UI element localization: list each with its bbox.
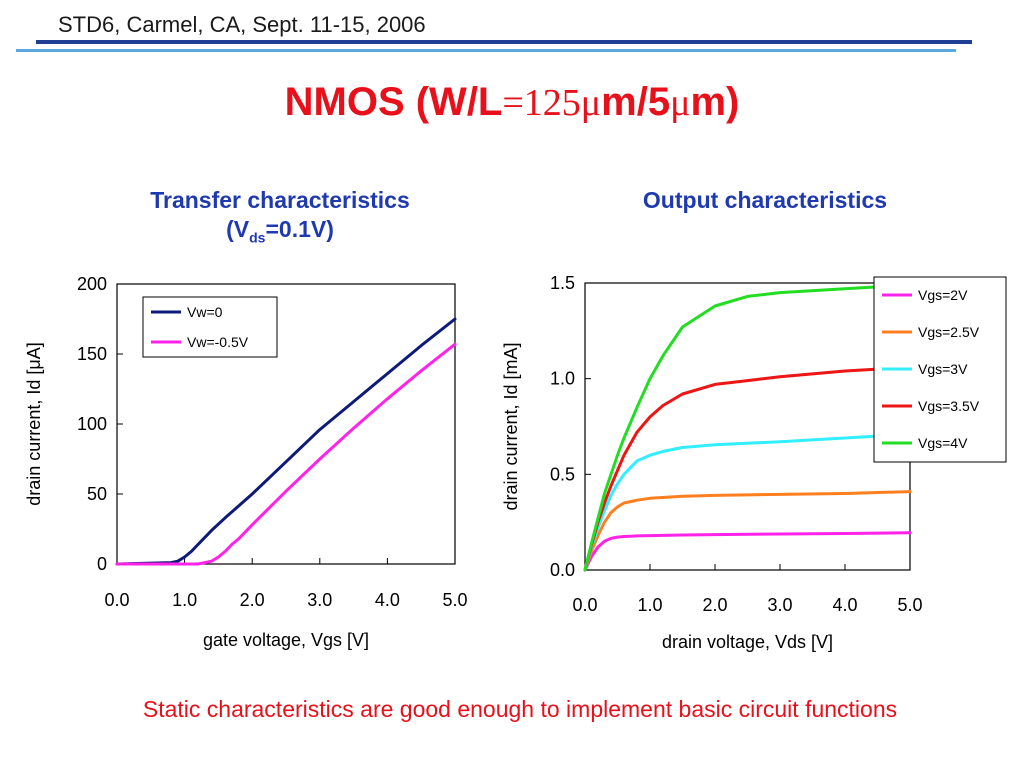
conference-header: STD6, Carmel, CA, Sept. 11-15, 2006 (58, 12, 426, 37)
legend-label: Vgs=3.5V (918, 398, 980, 414)
x-axis-label: drain voltage, Vds [V] (662, 632, 833, 652)
x-tick-label: 4.0 (832, 595, 857, 615)
x-tick-label: 0.0 (104, 590, 129, 610)
header-rule-light (16, 49, 956, 52)
y-tick-label: 150 (77, 344, 107, 364)
series-line-vgs-4v (583, 283, 912, 572)
subtitle-close: =0.1V) (265, 216, 334, 242)
y-tick-label: 0.5 (550, 464, 575, 484)
series-line-vgs-2v (583, 531, 912, 572)
legend-label: Vgs=4V (918, 435, 968, 451)
x-tick-label: 5.0 (897, 595, 922, 615)
series-line-vgs-2-5v (583, 490, 912, 572)
title-mid: m/5 (601, 80, 671, 124)
title-main: NMOS (W/L (284, 80, 503, 124)
x-tick-label: 1.0 (172, 590, 197, 610)
y-tick-label: 0.0 (550, 560, 575, 580)
transfer-chart-title: Transfer characteristics (Vds=0.1V) (100, 186, 460, 253)
footer-note: Static characteristics are good enough t… (142, 696, 898, 722)
series-line-vw-0-5v (115, 342, 457, 566)
title-end: m) (690, 80, 740, 124)
y-axis-label: drain current, Id [mA] (501, 342, 521, 510)
y-tick-label: 1.0 (550, 369, 575, 389)
legend-label: Vw=0 (187, 304, 223, 320)
series-line-vw-0 (115, 317, 457, 566)
y-axis-label: drain current, Id [μA] (24, 342, 44, 505)
plot-frame (584, 282, 911, 571)
subtitle-open: (V (226, 216, 250, 242)
x-tick-label: 1.0 (637, 595, 662, 615)
title-eq: =125 (502, 82, 581, 124)
output-chart-title: Output characteristics (642, 187, 888, 213)
slide-title: NMOS (W/L=125μm/5μm) (0, 80, 1024, 125)
title-mu-2: μ (670, 82, 691, 124)
series-line-vgs-3v (583, 432, 912, 572)
subtitle-sub: ds (249, 229, 266, 246)
series-line-vgs-3-5v (583, 365, 912, 572)
x-tick-label: 4.0 (375, 590, 400, 610)
legend-label: Vgs=2V (918, 287, 968, 303)
transfer-subtitle: (Vds=0.1V) (100, 215, 460, 253)
x-tick-label: 3.0 (307, 590, 332, 610)
legend-box (142, 296, 278, 358)
x-tick-label: 5.0 (442, 590, 467, 610)
y-tick-label: 100 (77, 414, 107, 434)
x-tick-label: 0.0 (572, 595, 597, 615)
x-axis-label: gate voltage, Vgs [V] (203, 630, 369, 650)
legend-label: Vgs=3V (918, 361, 968, 377)
x-tick-label: 2.0 (240, 590, 265, 610)
transfer-title-line: Transfer characteristics (150, 187, 410, 213)
x-tick-label: 2.0 (702, 595, 727, 615)
legend-label: Vw=-0.5V (187, 334, 249, 350)
x-tick-label: 3.0 (767, 595, 792, 615)
y-tick-label: 200 (77, 274, 107, 294)
y-tick-label: 0 (97, 554, 107, 574)
y-tick-label: 1.5 (550, 273, 575, 293)
header-rule-dark (36, 40, 972, 44)
y-tick-label: 50 (87, 484, 107, 504)
legend-label: Vgs=2.5V (918, 324, 980, 340)
title-mu-1: μ (580, 82, 602, 124)
